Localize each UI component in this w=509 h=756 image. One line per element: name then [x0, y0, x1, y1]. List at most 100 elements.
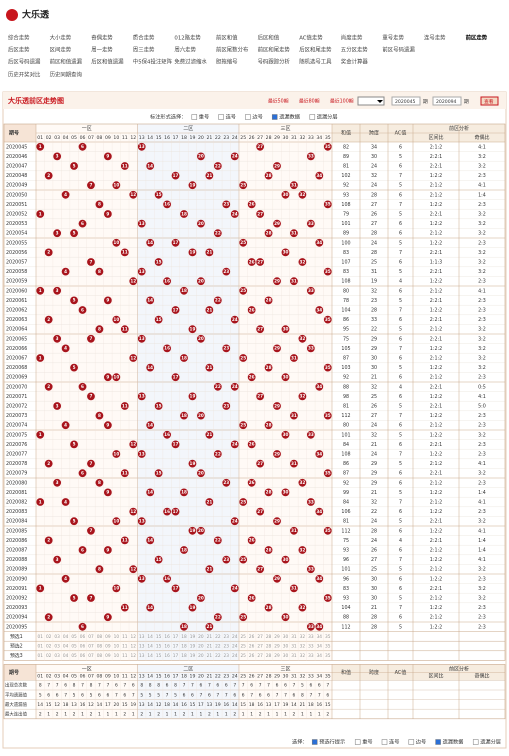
predict-cell[interactable]: 07: [88, 634, 94, 640]
predict-cell[interactable]: 04: [63, 644, 69, 650]
checkbox[interactable]: [218, 114, 224, 120]
predict-cell[interactable]: 32: [300, 634, 306, 640]
nav-link[interactable]: 中5保4投注矩阵: [133, 58, 173, 66]
predict-cell[interactable]: 20: [198, 634, 204, 640]
predict-cell[interactable]: 14: [147, 644, 153, 650]
nav-link[interactable]: 后区走势: [8, 46, 30, 54]
nav-link[interactable]: 历史开奖对比: [8, 71, 41, 79]
predict-cell[interactable]: 26: [249, 634, 255, 640]
nav-link[interactable]: 前区和值遗漏: [50, 58, 83, 66]
predict-cell[interactable]: 26: [249, 644, 255, 650]
predict-cell[interactable]: 35: [325, 644, 331, 650]
checkbox[interactable]: [245, 114, 251, 120]
predict-cell[interactable]: 29: [274, 634, 280, 640]
predict-cell[interactable]: 19: [190, 653, 196, 659]
predict-cell[interactable]: 07: [88, 653, 94, 659]
predict-cell[interactable]: 30: [283, 653, 289, 659]
checkbox[interactable]: [271, 114, 278, 120]
nav-link[interactable]: 奇偶走势: [91, 34, 113, 42]
predict-cell[interactable]: 07: [88, 644, 94, 650]
nav-link[interactable]: 综合走势: [8, 34, 30, 42]
view-button[interactable]: [480, 96, 499, 106]
predict-cell[interactable]: 28: [266, 634, 272, 640]
predict-cell[interactable]: 24: [232, 644, 238, 650]
predict-cell[interactable]: 25: [240, 644, 246, 650]
predict-cell[interactable]: 26: [249, 653, 255, 659]
predict-cell[interactable]: 03: [54, 634, 60, 640]
nav-link[interactable]: AC值走势: [299, 34, 323, 42]
nav-link[interactable]: 五分区走势: [341, 46, 369, 54]
predict-cell[interactable]: 34: [317, 644, 323, 650]
predict-cell[interactable]: 33: [308, 634, 314, 640]
predict-cell[interactable]: 29: [274, 644, 280, 650]
predict-cell[interactable]: 34: [317, 653, 323, 659]
checkbox[interactable]: [311, 739, 318, 745]
predict-cell[interactable]: 32: [300, 644, 306, 650]
nav-link[interactable]: 胆拖缩号: [216, 58, 238, 66]
nav-link[interactable]: 周三走势: [133, 46, 155, 54]
predict-cell[interactable]: 15: [156, 653, 162, 659]
predict-cell[interactable]: 12: [131, 634, 137, 640]
predict-cell[interactable]: 13: [139, 653, 145, 659]
predict-cell[interactable]: 17: [173, 644, 179, 650]
nav-link[interactable]: 区间走势: [50, 46, 72, 54]
predict-cell[interactable]: 17: [173, 634, 179, 640]
predict-cell[interactable]: 19: [190, 644, 196, 650]
nav-link[interactable]: 周六走势: [174, 46, 196, 54]
from-input[interactable]: [391, 96, 421, 106]
predict-cell[interactable]: 04: [63, 653, 69, 659]
predict-cell[interactable]: 11: [122, 644, 128, 650]
predict-cell[interactable]: 29: [274, 653, 280, 659]
predict-cell[interactable]: 25: [240, 634, 246, 640]
predict-cell[interactable]: 35: [325, 653, 331, 659]
predict-cell[interactable]: 31: [291, 653, 297, 659]
predict-cell[interactable]: 14: [147, 634, 153, 640]
predict-cell[interactable]: 05: [71, 644, 77, 650]
predict-cell[interactable]: 13: [139, 634, 145, 640]
nav-link[interactable]: 前区和尾走势: [258, 46, 291, 54]
quick-range[interactable]: 最近80期: [299, 98, 320, 105]
predict-cell[interactable]: 20: [198, 644, 204, 650]
checkbox[interactable]: [435, 739, 441, 745]
predict-cell[interactable]: 01: [37, 644, 43, 650]
predict-cell[interactable]: 17: [173, 653, 179, 659]
predict-cell[interactable]: 22: [215, 653, 221, 659]
predict-cell[interactable]: 12: [131, 644, 137, 650]
predict-cell[interactable]: 09: [105, 644, 111, 650]
nav-link[interactable]: 连号走势: [424, 34, 446, 42]
predict-cell[interactable]: 03: [54, 644, 60, 650]
nav-link[interactable]: 号码跟踪分析: [258, 58, 291, 66]
checkbox[interactable]: [381, 739, 388, 745]
predict-cell[interactable]: 02: [46, 634, 52, 640]
nav-link[interactable]: 前区尾数分布: [216, 46, 249, 54]
nav-link[interactable]: 前区号码遗漏: [382, 46, 415, 54]
predict-cell[interactable]: 31: [291, 644, 297, 650]
predict-cell[interactable]: 22: [215, 634, 221, 640]
predict-cell[interactable]: 06: [80, 634, 86, 640]
predict-cell[interactable]: 35: [325, 634, 331, 640]
predict-cell[interactable]: 21: [207, 653, 213, 659]
predict-cell[interactable]: 30: [283, 634, 289, 640]
predict-cell[interactable]: 23: [224, 634, 230, 640]
nav-link[interactable]: 质合走势: [133, 34, 155, 42]
predict-cell[interactable]: 18: [181, 653, 187, 659]
predict-cell[interactable]: 33: [308, 644, 314, 650]
predict-cell[interactable]: 27: [257, 644, 263, 650]
nav-link[interactable]: 后区和尾走势: [299, 46, 332, 54]
predict-cell[interactable]: 24: [232, 653, 238, 659]
nav-link[interactable]: 大小走势: [50, 34, 72, 42]
checkbox[interactable]: [354, 739, 361, 745]
predict-cell[interactable]: 01: [37, 634, 43, 640]
nav-link[interactable]: 后区和值遗漏: [91, 58, 124, 66]
predict-cell[interactable]: 22: [215, 644, 221, 650]
predict-cell[interactable]: 06: [80, 644, 86, 650]
predict-cell[interactable]: 01: [37, 653, 43, 659]
predict-cell[interactable]: 30: [283, 644, 289, 650]
predict-cell[interactable]: 06: [80, 653, 86, 659]
nav-link[interactable]: 免费过滤缩水: [174, 58, 207, 66]
predict-cell[interactable]: 28: [266, 644, 272, 650]
predict-cell[interactable]: 10: [114, 653, 120, 659]
predict-cell[interactable]: 15: [156, 644, 162, 650]
predict-cell[interactable]: 20: [198, 653, 204, 659]
checkbox[interactable]: [309, 114, 316, 120]
